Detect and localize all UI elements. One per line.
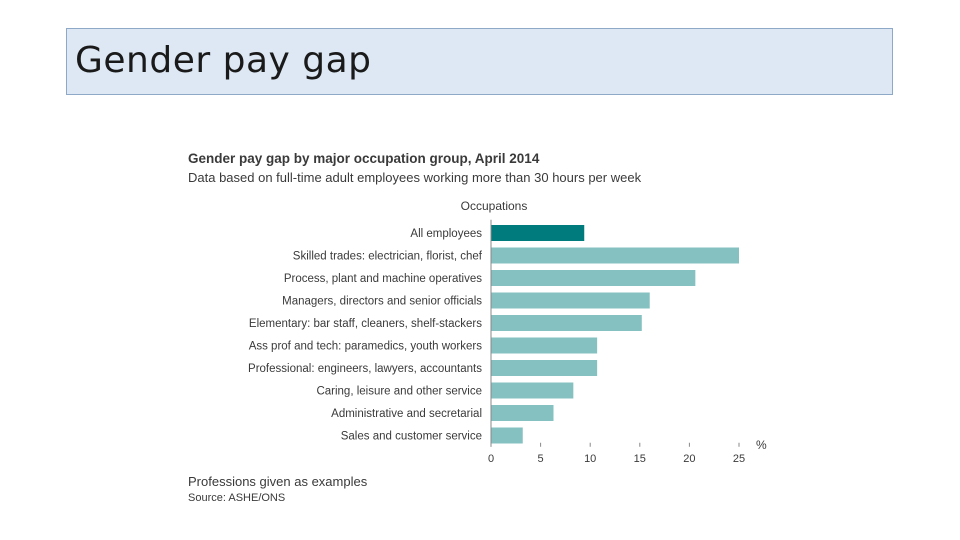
category-label-9: Sales and customer service: [341, 431, 482, 443]
bar-6: [491, 360, 598, 376]
bar-2: [491, 270, 696, 286]
slide-title: Gender pay gap: [75, 40, 372, 81]
bar-4: [491, 315, 642, 331]
x-tick-label-2: 10: [584, 453, 596, 465]
x-tick-label-0: 0: [488, 453, 494, 465]
category-label-6: Professional: engineers, lawyers, accoun…: [248, 363, 482, 375]
bar-3: [491, 292, 650, 309]
x-tick-label-5: 25: [733, 453, 745, 465]
x-tick-label-3: 15: [634, 453, 646, 465]
bar-1: [491, 247, 739, 264]
category-label-7: Caring, leisure and other service: [316, 386, 482, 398]
category-label-4: Elementary: bar staff, cleaners, shelf-s…: [249, 318, 482, 330]
category-label-1: Skilled trades: electrician, florist, ch…: [293, 251, 483, 263]
bar-5: [491, 337, 598, 354]
category-axis-label: Occupations: [461, 199, 528, 213]
category-label-8: Administrative and secretarial: [331, 408, 482, 420]
chart-title: Gender pay gap by major occupation group…: [188, 151, 540, 166]
category-label-5: Ass prof and tech: paramedics, youth wor…: [249, 341, 483, 353]
category-label-3: Managers, directors and senior officials: [282, 296, 482, 308]
bar-9: [491, 427, 523, 444]
chart-subtitle: Data based on full-time adult employees …: [188, 170, 642, 185]
x-tick-label-1: 5: [538, 453, 544, 465]
category-label-2: Process, plant and machine operatives: [284, 273, 482, 285]
bar-8: [491, 405, 554, 421]
chart-source: Source: ASHE/ONS: [188, 492, 286, 504]
bar-0: [491, 225, 585, 241]
category-label-0: All employees: [410, 228, 482, 240]
x-tick-label-4: 20: [683, 453, 695, 465]
bar-7: [491, 382, 574, 399]
value-axis-unit: %: [756, 438, 767, 452]
slide-title-box: Gender pay gap: [66, 28, 893, 95]
chart-footnote: Professions given as examples: [188, 474, 368, 489]
